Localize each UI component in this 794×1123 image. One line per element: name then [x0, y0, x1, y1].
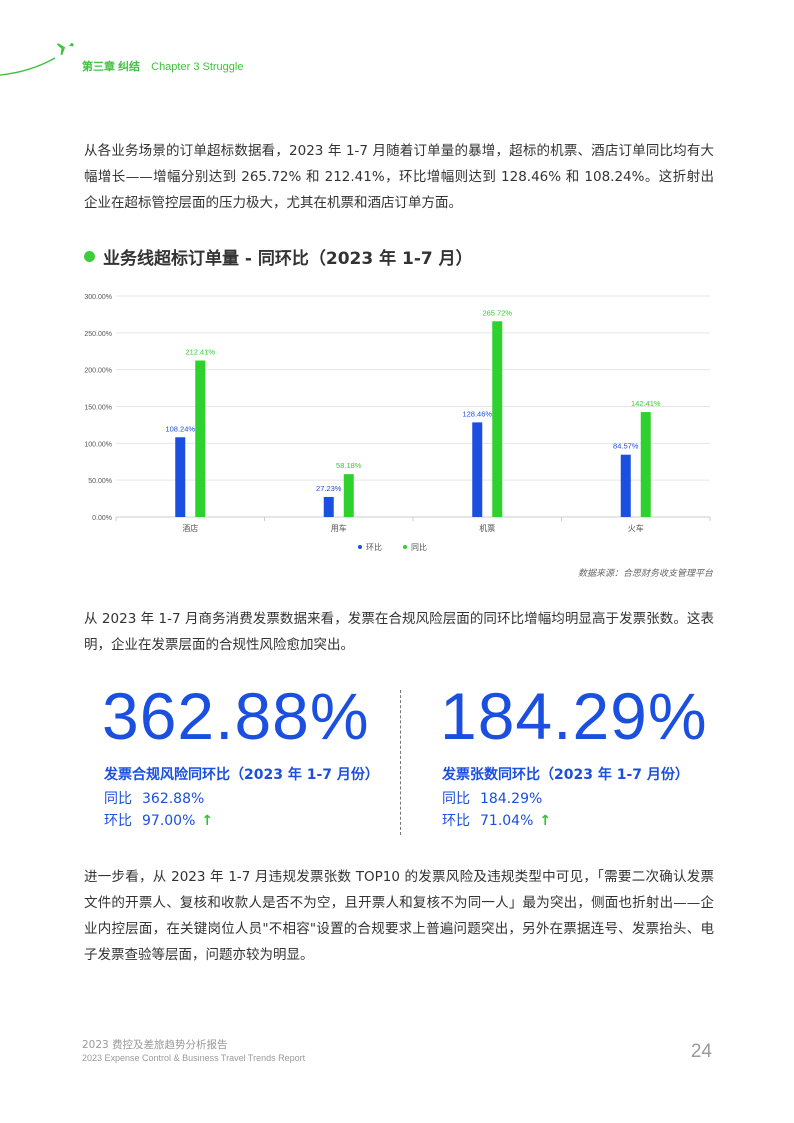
y-tick-label: 0.00%	[92, 515, 112, 522]
data-label: 212.41%	[185, 348, 215, 357]
stat-big-number-compliance: 362.88%	[102, 679, 370, 753]
data-label: 265.72%	[482, 308, 512, 317]
mom-label: 环比	[104, 813, 132, 829]
mom-label: 环比	[442, 813, 470, 829]
bar-yoy	[492, 321, 503, 517]
bar-yoy	[343, 474, 354, 517]
intro-paragraph: 从各业务场景的订单超标数据看，2023 年 1-7 月随着订单量的暴增，超标的机…	[84, 143, 714, 211]
stat-mom-compliance: 环比 97.00% ↑	[104, 810, 213, 830]
legend-marker	[403, 545, 407, 549]
x-category-label: 用车	[331, 523, 347, 533]
stat-yoy-invoices: 同比 184.29%	[442, 788, 542, 808]
data-label: 142.41%	[631, 399, 661, 408]
yoy-label: 同比	[104, 791, 132, 807]
yoy-value: 184.29%	[480, 791, 543, 807]
arrow-up-icon: ↑	[539, 813, 552, 829]
stats-divider	[400, 690, 401, 835]
stat-yoy-compliance: 同比 362.88%	[104, 788, 204, 808]
arrow-up-icon: ↑	[201, 813, 214, 829]
footer-title-cn: 2023 费控及差旅趋势分析报告	[82, 1039, 228, 1051]
stat-mom-invoices: 环比 71.04% ↑	[442, 810, 551, 830]
y-tick-label: 150.00%	[84, 405, 112, 412]
stat-title-invoices: 发票张数同环比（2023 年 1-7 月份）	[442, 767, 689, 783]
bullet-dot-icon	[84, 251, 95, 262]
bar-mom	[472, 422, 483, 517]
chapter-title-cn: 第三章 纠结	[82, 61, 141, 73]
stat-big-number-invoices: 184.29%	[440, 679, 708, 753]
x-category-label: 酒店	[182, 523, 198, 533]
yoy-label: 同比	[442, 791, 470, 807]
page-number: 24	[690, 1041, 712, 1062]
data-label: 108.24%	[165, 424, 195, 433]
data-source-note: 数据来源：合思财务收支管理平台	[577, 569, 713, 579]
x-category-label: 机票	[479, 523, 495, 533]
y-tick-label: 50.00%	[88, 478, 112, 485]
y-tick-label: 250.00%	[84, 331, 112, 338]
y-tick-label: 300.00%	[84, 294, 112, 301]
invoice-paragraph: 从 2023 年 1-7 月商务消费发票数据来看，发票在合规风险层面的同环比增幅…	[84, 611, 714, 653]
y-tick-label: 100.00%	[84, 441, 112, 448]
mom-value: 97.00%	[142, 813, 196, 829]
mom-value: 71.04%	[480, 813, 534, 829]
header-swoosh	[0, 42, 74, 76]
y-tick-label: 200.00%	[84, 368, 112, 375]
bar-chart: 0.00% 50.00% 100.00% 150.00% 200.00% 250.00% 3…	[84, 294, 711, 552]
data-label: 128.46%	[462, 409, 492, 418]
legend-label: 环比	[366, 542, 382, 552]
data-label: 84.57%	[613, 442, 639, 451]
x-category-label: 火车	[628, 523, 644, 533]
data-label: 58.18%	[336, 461, 362, 470]
bar-mom	[175, 437, 186, 517]
bar-yoy	[640, 412, 651, 517]
bar-yoy	[195, 360, 206, 517]
chapter-title-en: Chapter 3 Struggle	[151, 61, 244, 73]
conclusion-paragraph: 进一步看，从 2023 年 1-7 月违规发票张数 TOP10 的发票风险及违规…	[84, 869, 714, 963]
legend-label: 同比	[411, 542, 427, 552]
footer-title-en: 2023 Expense Control & Business Travel T…	[82, 1053, 306, 1063]
chart-title: 业务线超标订单量 - 同环比（2023 年 1-7 月）	[84, 244, 473, 269]
bar-mom	[323, 496, 334, 517]
stat-title-compliance: 发票合规风险同环比（2023 年 1-7 月份）	[104, 767, 379, 783]
chart-title-text: 业务线超标订单量 - 同环比（2023 年 1-7 月）	[103, 249, 473, 269]
data-label: 27.23%	[316, 484, 342, 493]
airplane-icon	[55, 42, 74, 56]
chapter-header: 第三章 纠结 Chapter 3 Struggle	[82, 58, 243, 74]
legend-marker	[358, 545, 362, 549]
bar-mom	[620, 454, 631, 517]
yoy-value: 362.88%	[142, 791, 205, 807]
